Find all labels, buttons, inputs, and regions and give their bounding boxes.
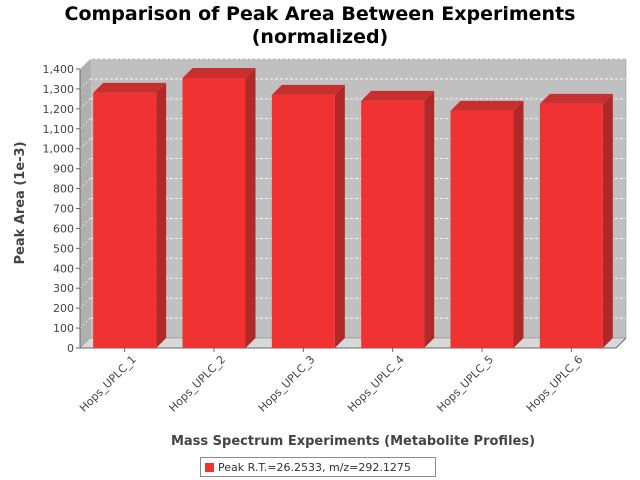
bar-front <box>93 92 157 349</box>
bar-top <box>271 84 345 95</box>
y-tick-label: 700 <box>53 203 74 216</box>
legend: Peak R.T.=26.2533, m/z=292.1275 <box>200 457 436 477</box>
bar <box>450 100 524 348</box>
x-tick-label: Hops_UPLC_1 <box>77 353 139 415</box>
bar-top <box>182 67 256 78</box>
bar-side <box>245 67 256 348</box>
bar <box>93 82 167 349</box>
x-axis-depth-line <box>615 337 627 349</box>
bars <box>93 67 613 349</box>
bar-top <box>539 93 613 104</box>
plot-left-wall <box>80 59 90 348</box>
y-tick-label: 1,300 <box>43 83 75 96</box>
bar-top <box>361 90 435 101</box>
bar-side <box>334 84 345 349</box>
bar-front <box>361 100 425 348</box>
bar-side <box>156 82 167 349</box>
y-tick-label: 1,000 <box>43 143 75 156</box>
y-tick-label: 1,400 <box>43 63 75 76</box>
x-tick-label: Hops_UPLC_2 <box>166 353 228 415</box>
x-tick-label: Hops_UPLC_5 <box>434 353 496 415</box>
x-tick-label: Hops_UPLC_3 <box>256 353 318 415</box>
legend-label: Peak R.T.=26.2533, m/z=292.1275 <box>218 460 411 474</box>
y-tick-label: 300 <box>53 282 74 295</box>
bar-top <box>93 82 167 93</box>
legend-swatch <box>205 462 214 472</box>
bar-front <box>450 110 514 348</box>
grid-lines <box>79 58 626 329</box>
bar-side <box>602 93 613 348</box>
bar <box>182 67 256 348</box>
bar-front <box>539 103 603 348</box>
y-tick-label: 800 <box>53 183 74 196</box>
y-tick-label: 1,100 <box>43 123 75 136</box>
y-tick-label: 600 <box>53 222 74 235</box>
bar-side <box>513 100 524 348</box>
chart-subtitle: (normalized) <box>251 26 389 48</box>
x-tick-label: Hops_UPLC_4 <box>345 353 407 415</box>
y-tick-label: 0 <box>67 342 74 355</box>
x-axis-label: Mass Spectrum Experiments (Metabolite Pr… <box>171 434 535 449</box>
bar <box>361 90 435 348</box>
y-tick-label: 1,200 <box>43 103 75 116</box>
bar <box>539 93 613 348</box>
y-tick-label: 200 <box>53 302 74 315</box>
bar-side <box>424 90 435 348</box>
y-tick-label: 100 <box>53 322 74 335</box>
bar <box>271 84 345 349</box>
y-tick-label: 400 <box>53 262 74 275</box>
y-tick-label: 900 <box>53 163 74 176</box>
bar-top <box>450 100 524 111</box>
bar-front <box>271 94 335 349</box>
y-axis-label: Peak Area (1e-3) <box>13 141 28 264</box>
x-tick-labels: Hops_UPLC_1 Hops_UPLC_2 Hops_UPLC_3 Hops_UP… <box>77 348 585 415</box>
y-tick-labels: 0 100 200 300 400 500 600 700 800 900 1,000 1,100 1,… <box>43 63 80 355</box>
chart-title: Comparison of Peak Area Between Experime… <box>64 3 576 25</box>
bar-front <box>182 77 246 348</box>
y-tick-label: 500 <box>53 242 74 255</box>
x-tick-label: Hops_UPLC_6 <box>524 353 586 415</box>
